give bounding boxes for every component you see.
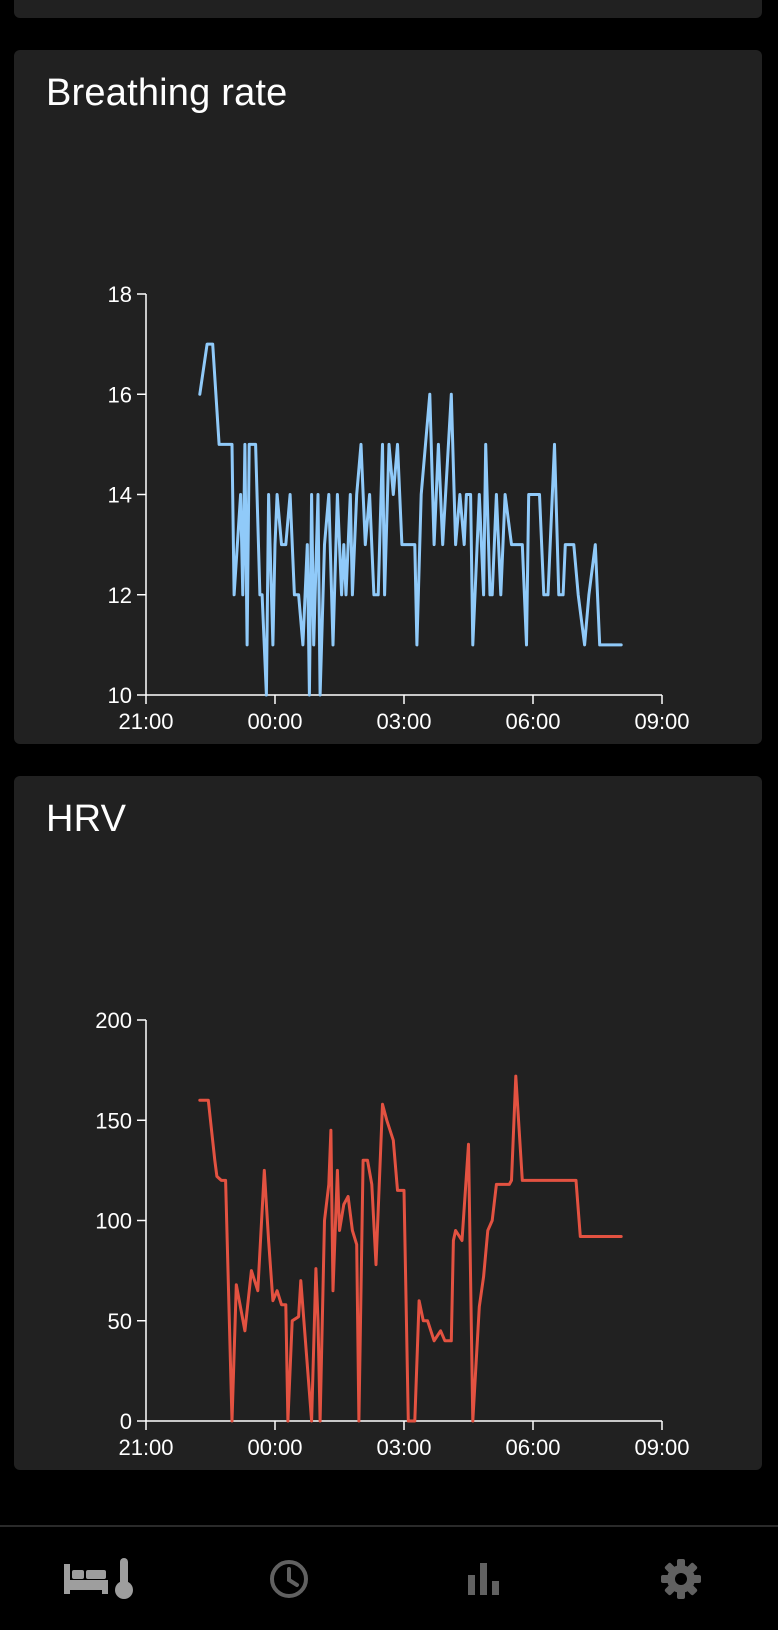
- x-tick-label: 21:00: [118, 1435, 173, 1460]
- x-tick-label: 06:00: [505, 709, 560, 734]
- breathing-rate-card: Breathing rate 10 12 14 16 18 21:00 00:00 03:00…: [14, 50, 762, 744]
- x-tick-label: 00:00: [247, 1435, 302, 1460]
- nav-sleep-environment[interactable]: [40, 1527, 160, 1630]
- breathing-rate-chart: 10 12 14 16 18 21:00 00:00 03:00 06:00 09:00: [108, 282, 690, 734]
- y-tick-label: 14: [108, 483, 132, 508]
- x-tick-label: 21:00: [118, 709, 173, 734]
- x-tick-label: 09:00: [634, 709, 689, 734]
- previous-card: [14, 0, 762, 18]
- y-tick-label: 16: [108, 382, 132, 407]
- series-line: [198, 342, 623, 697]
- bar-chart-icon: [468, 1562, 499, 1595]
- y-tick-label: 0: [120, 1409, 132, 1434]
- nav-history[interactable]: [229, 1527, 349, 1630]
- y-tick-label: 200: [95, 1008, 132, 1033]
- card-title: HRV: [46, 798, 127, 840]
- bed-thermometer-icon: [64, 1557, 133, 1599]
- y-tick-label: 150: [95, 1108, 132, 1133]
- y-tick-label: 50: [108, 1309, 132, 1334]
- x-tick-label: 03:00: [376, 709, 431, 734]
- x-tick-label: 03:00: [376, 1435, 431, 1460]
- nav-settings[interactable]: [621, 1527, 741, 1630]
- x-tick-label: 00:00: [247, 709, 302, 734]
- x-tick-label: 09:00: [634, 1435, 689, 1460]
- y-tick-label: 100: [95, 1209, 132, 1234]
- series-line: [198, 1074, 623, 1423]
- bottom-navigation: [0, 1525, 778, 1630]
- gear-icon: [661, 1558, 701, 1599]
- hrv-card: HRV 0 50 100 150 200 21:00 00:00 03:00 06:00 09:0…: [14, 776, 762, 1470]
- nav-statistics[interactable]: [424, 1527, 544, 1630]
- y-tick-label: 10: [108, 683, 132, 708]
- y-tick-label: 12: [108, 583, 132, 608]
- y-tick-label: 18: [108, 282, 132, 307]
- hrv-chart: 0 50 100 150 200 21:00 00:00 03:00 06:00 09:00: [95, 1008, 689, 1460]
- card-title: Breathing rate: [46, 72, 288, 114]
- clock-icon: [270, 1559, 308, 1598]
- x-tick-label: 06:00: [505, 1435, 560, 1460]
